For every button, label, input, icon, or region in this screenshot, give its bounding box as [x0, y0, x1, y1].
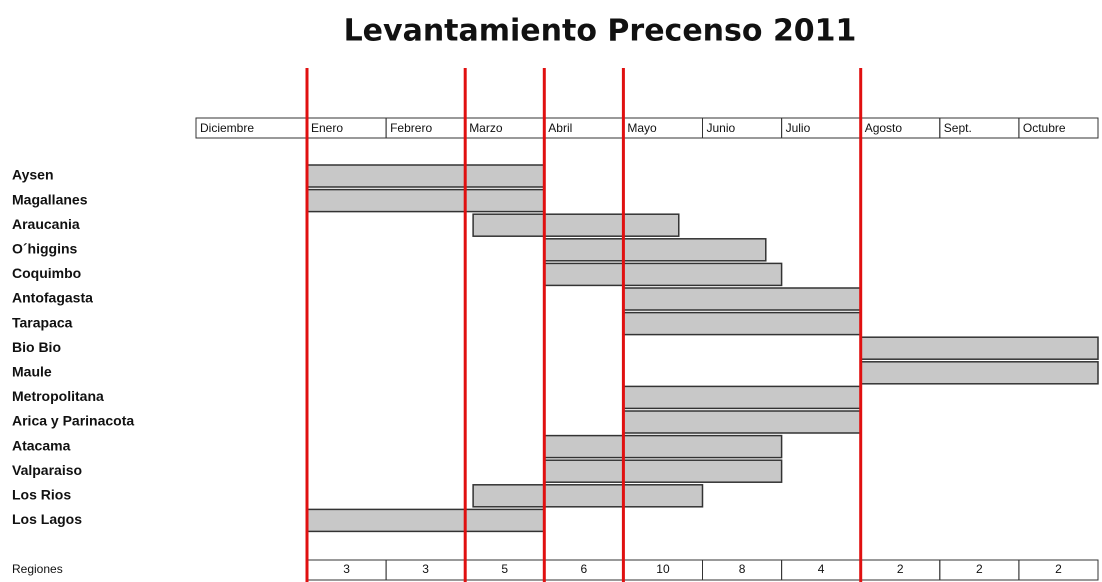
region-label: O´higgins — [12, 241, 78, 257]
region-label: Tarapaca — [12, 314, 73, 330]
count-cell — [1018, 559, 1099, 581]
region-label: Arica y Parinacota — [12, 413, 134, 429]
region-label: Los Rios — [12, 487, 71, 503]
region-label: Magallanes — [12, 191, 88, 207]
region-label: Antofagasta — [12, 290, 93, 306]
counts-label: Regiones — [12, 562, 63, 576]
month-label: Sept. — [944, 121, 972, 135]
month-label: Marzo — [469, 121, 503, 135]
count-value: 2 — [1055, 562, 1062, 576]
month-label: Abril — [548, 121, 572, 135]
count-value: 6 — [581, 562, 588, 576]
month-label: Octubre — [1023, 121, 1066, 135]
chart-title: Levantamiento Precenso 2011 — [344, 14, 857, 49]
bar — [859, 361, 1099, 385]
count-value: 10 — [656, 562, 670, 576]
month-label: Agosto — [865, 121, 903, 135]
month-label: Julio — [786, 121, 811, 135]
region-label: Bio Bio — [12, 339, 61, 355]
bar — [306, 164, 546, 188]
bar — [306, 508, 546, 533]
bar — [543, 459, 783, 483]
month-label: Diciembre — [200, 121, 254, 135]
month-label: Febrero — [390, 121, 432, 135]
bar — [543, 238, 767, 262]
count-value: 5 — [501, 562, 508, 576]
count-value: 2 — [897, 562, 904, 576]
region-label: Valparaiso — [12, 462, 82, 478]
bar — [622, 287, 862, 311]
month-label: Mayo — [627, 121, 657, 135]
month-label: Junio — [707, 121, 736, 135]
bar — [622, 410, 862, 434]
month-label: Enero — [311, 121, 343, 135]
count-value: 3 — [422, 562, 429, 576]
bar — [543, 434, 783, 459]
bar — [543, 262, 783, 287]
count-value: 8 — [739, 562, 746, 576]
bar — [622, 311, 862, 336]
count-value: 4 — [818, 562, 825, 576]
region-label: Metropolitana — [12, 388, 104, 404]
region-label: Araucania — [12, 216, 80, 232]
month-cell — [1018, 117, 1099, 139]
count-value: 2 — [976, 562, 983, 576]
bar — [622, 385, 862, 410]
region-label: Maule — [12, 364, 52, 380]
bar — [859, 336, 1099, 360]
region-label: Los Lagos — [12, 511, 82, 527]
bar — [472, 484, 704, 508]
region-label: Aysen — [12, 167, 54, 183]
bar — [306, 188, 546, 213]
bar — [472, 213, 680, 237]
region-label: Coquimbo — [12, 265, 81, 281]
region-label: Atacama — [12, 437, 71, 453]
count-value: 3 — [343, 562, 350, 576]
